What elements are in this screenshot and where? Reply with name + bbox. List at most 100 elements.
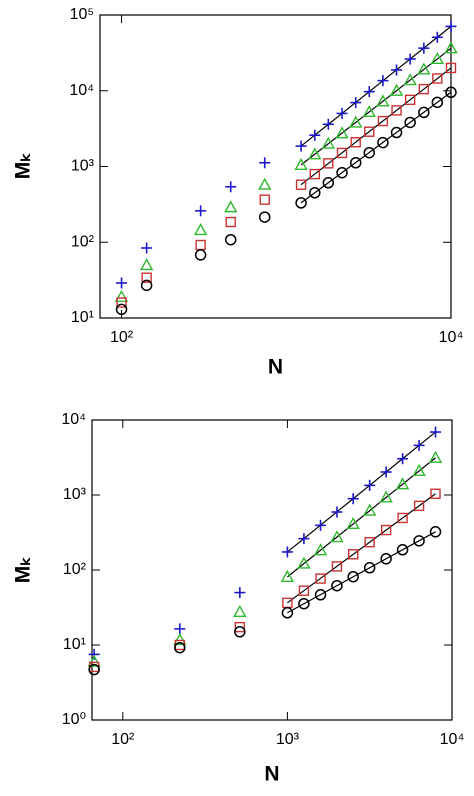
marker-shape [295, 197, 307, 209]
fit-line [300, 25, 452, 147]
marker-shape [431, 96, 444, 109]
data-point [298, 597, 310, 610]
marker-shape [88, 663, 100, 676]
data-point [391, 64, 403, 76]
data-point [363, 86, 375, 98]
data-point [233, 604, 247, 618]
data-point [295, 140, 307, 152]
plot-frame [91, 419, 453, 721]
marker-shape [309, 168, 320, 180]
marker-shape [174, 641, 186, 654]
data-point [225, 216, 236, 228]
data-point [380, 524, 392, 536]
y-tick-label: 10² [63, 561, 87, 578]
marker-shape [259, 194, 270, 205]
fit-line [287, 493, 436, 604]
data-point [224, 233, 237, 246]
data-point [234, 587, 246, 599]
marker-shape [391, 105, 402, 116]
marker-shape [280, 569, 295, 582]
data-point [195, 205, 207, 217]
data-point [321, 136, 336, 149]
data-point [346, 516, 360, 529]
data-point [418, 83, 430, 95]
marker-shape [298, 585, 310, 596]
data-point [336, 166, 348, 179]
data-point [350, 97, 362, 109]
data-point [347, 493, 359, 505]
data-point [404, 116, 416, 129]
marker-shape [395, 477, 410, 490]
data-point [336, 107, 348, 119]
marker-shape [335, 126, 349, 139]
data-point [295, 179, 307, 190]
marker-shape [363, 562, 376, 574]
data-point [431, 96, 444, 109]
marker-shape [362, 503, 377, 516]
marker-shape [445, 86, 457, 99]
data-point [309, 168, 320, 180]
marker-shape [432, 73, 443, 84]
data-point [295, 197, 307, 209]
marker-shape [397, 512, 408, 524]
data-point [377, 136, 389, 149]
data-point [397, 453, 409, 465]
marker-shape [116, 297, 127, 308]
marker-shape [331, 579, 343, 592]
data-point [349, 115, 363, 128]
marker-shape [377, 115, 389, 127]
y-tick-label: 10¹ [63, 636, 86, 653]
data-point [174, 639, 186, 651]
marker-shape [225, 216, 236, 228]
marker-shape [281, 607, 294, 619]
data-point [412, 464, 426, 477]
marker-shape [364, 126, 375, 137]
data-point [391, 105, 402, 116]
data-point [258, 211, 271, 223]
marker-shape [380, 524, 392, 536]
marker-shape [350, 137, 361, 148]
marker-shape [294, 157, 308, 170]
plot-frame [99, 14, 452, 319]
data-point [363, 562, 376, 574]
data-point [418, 106, 430, 119]
marker-shape [413, 535, 425, 547]
marker-shape [336, 166, 348, 179]
y-tick-label: 10³ [71, 158, 95, 175]
marker-shape [224, 200, 238, 213]
marker-shape [396, 544, 409, 556]
x-tick-label: 10² [110, 329, 134, 346]
marker-shape [258, 177, 272, 190]
data-point [173, 632, 187, 645]
marker-shape [346, 516, 360, 529]
data-point [396, 544, 409, 556]
data-point [294, 157, 308, 170]
marker-shape [115, 303, 128, 316]
data-point [363, 146, 376, 159]
data-point [432, 73, 443, 84]
data-point [418, 42, 430, 54]
data-point [140, 279, 153, 292]
data-point [430, 426, 442, 438]
marker-shape [330, 530, 344, 543]
marker-shape [141, 272, 152, 283]
data-point [397, 512, 408, 524]
data-point [350, 137, 361, 148]
data-point [417, 62, 431, 75]
data-point [258, 177, 272, 190]
data-point [194, 249, 207, 261]
data-point [298, 585, 310, 596]
data-point [322, 177, 335, 189]
marker-shape [295, 179, 307, 190]
data-point [115, 303, 128, 316]
marker-shape [389, 83, 404, 96]
data-point [431, 31, 443, 43]
data-point [377, 115, 389, 127]
y-tick-label: 10⁴ [69, 82, 94, 99]
data-point [298, 533, 310, 545]
marker-shape [88, 661, 100, 673]
data-point [174, 641, 186, 654]
data-point [429, 526, 442, 538]
y-axis-label: Mₖ [12, 153, 35, 179]
marker-shape [195, 239, 206, 251]
